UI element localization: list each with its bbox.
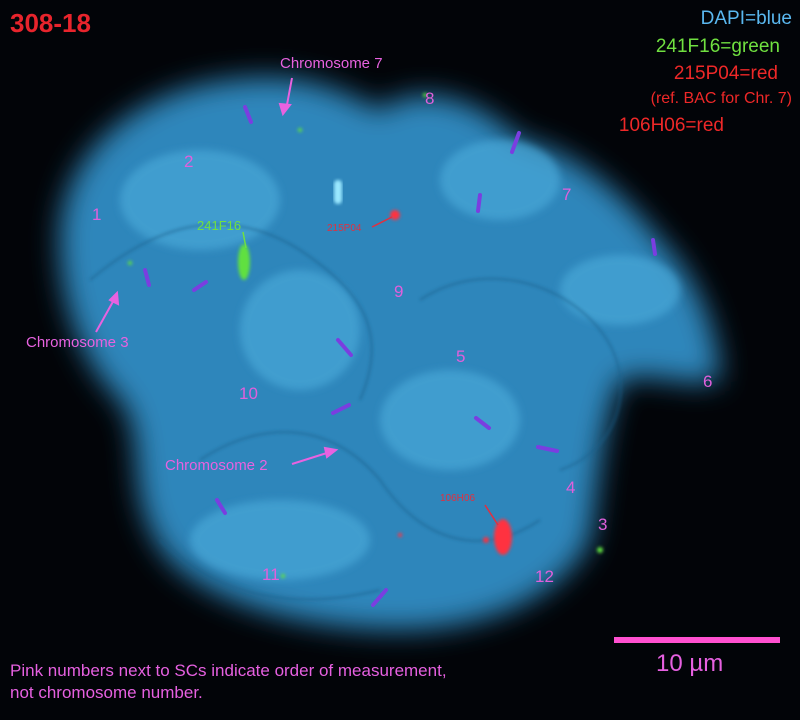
green-signals <box>128 93 603 578</box>
sc-number-4: 4 <box>566 478 576 497</box>
legend-dapi: DAPI=blue <box>700 8 792 29</box>
sc-markers <box>143 105 657 607</box>
label-chromosome-3: Chromosome 3 <box>26 334 129 351</box>
footnote: Pink numbers next to SCs indicate order … <box>10 660 447 704</box>
chromosome-arrows <box>95 77 339 465</box>
legend-215p04: 215P04=red <box>673 63 778 84</box>
scale-bar <box>614 637 780 643</box>
sc-number-3: 3 <box>598 515 608 534</box>
legend-106h06: 106H06=red <box>618 115 724 136</box>
label-chromosome-7: Chromosome 7 <box>280 55 383 72</box>
sc-number-6: 6 <box>703 372 713 391</box>
legend-241f16: 241F16=green <box>655 36 780 57</box>
sc-number-7: 7 <box>562 185 572 204</box>
sc-brighter-regions <box>120 140 680 580</box>
sc-number-5: 5 <box>456 347 466 366</box>
sc-number-10: 10 <box>239 384 258 403</box>
red-signals <box>390 210 512 555</box>
footnote-line-1: Pink numbers next to SCs indicate order … <box>10 661 447 680</box>
label-chromosome-2: Chromosome 2 <box>165 457 268 474</box>
scale-bar-label: 10 µm <box>656 650 724 677</box>
bright-spot <box>334 180 342 204</box>
sc-number-9: 9 <box>394 282 404 301</box>
probe-label-106h06: 106H06 <box>440 493 476 504</box>
pointer-lines <box>242 216 499 526</box>
sc-number-8: 8 <box>425 89 435 108</box>
sc-number-12: 12 <box>535 567 554 586</box>
footnote-line-2: not chromosome number. <box>10 683 203 702</box>
sc-number-11: 11 <box>262 565 280 584</box>
probe-label-215p04: 215P04 <box>327 223 362 234</box>
sc-number-1: 1 <box>92 205 102 224</box>
sc-number-2: 2 <box>184 152 194 171</box>
probe-label-241f16: 241F16 <box>197 218 242 233</box>
image-title: 308-18 <box>10 8 91 38</box>
legend-ref-note: (ref. BAC for Chr. 7) <box>650 90 792 107</box>
